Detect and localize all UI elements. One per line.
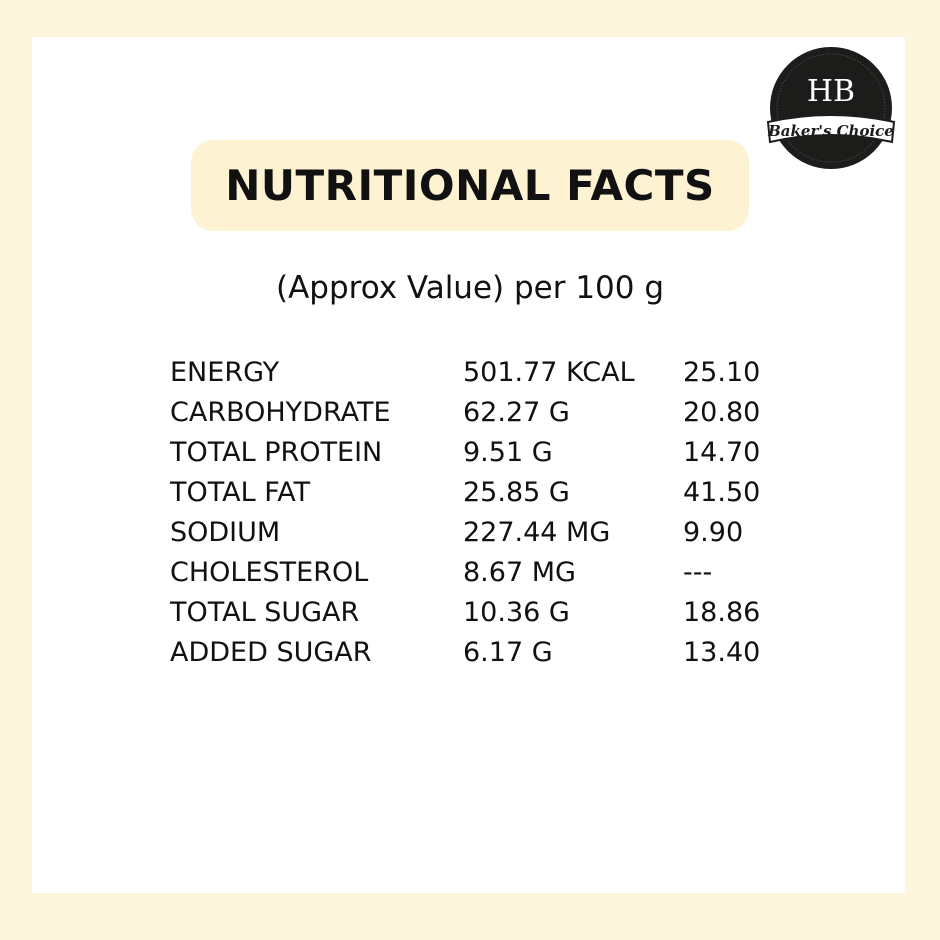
nutrient-percent: 41.50 — [683, 476, 761, 508]
nutrient-percent: 25.10 — [683, 356, 761, 388]
nutrient-name: CARBOHYDRATE — [170, 396, 391, 428]
nutrition-row: ENERGY 501.77 KCAL 25.10 — [170, 352, 760, 392]
nutrient-percent: --- — [683, 556, 713, 588]
nutrient-amount: 62.27 G — [463, 396, 570, 428]
brand-logo: HB Baker's Choice — [766, 47, 896, 169]
nutrient-amount: 9.51 G — [463, 436, 553, 468]
nutrition-row: SODIUM 227.44 MG 9.90 — [170, 512, 760, 552]
logo-circle — [770, 47, 892, 169]
nutrition-table: ENERGY 501.77 KCAL 25.10 CARBOHYDRATE 62.27 … — [170, 352, 760, 672]
nutrient-name: TOTAL SUGAR — [170, 596, 360, 628]
nutrient-name: SODIUM — [170, 516, 281, 548]
nutrient-name: ADDED SUGAR — [170, 636, 372, 668]
nutrient-amount: 6.17 G — [463, 636, 553, 668]
nutrition-row: TOTAL FAT 25.85 G 41.50 — [170, 472, 760, 512]
nutrient-name: TOTAL FAT — [170, 476, 311, 508]
nutrient-amount: 8.67 MG — [463, 556, 576, 588]
logo-ring — [776, 53, 886, 163]
title-pill: NUTRITIONAL FACTS — [191, 140, 749, 231]
nutrition-row: CHOLESTEROL 8.67 MG --- — [170, 552, 760, 592]
nutrition-row: CARBOHYDRATE 62.27 G 20.80 — [170, 392, 760, 432]
nutrition-row: TOTAL PROTEIN 9.51 G 14.70 — [170, 432, 760, 472]
nutrient-percent: 18.86 — [683, 596, 761, 628]
nutrition-row: ADDED SUGAR 6.17 G 13.40 — [170, 632, 760, 672]
nutrient-percent: 20.80 — [683, 396, 761, 428]
nutrient-name: TOTAL PROTEIN — [170, 436, 383, 468]
nutrient-percent: 13.40 — [683, 636, 761, 668]
nutrient-percent: 14.70 — [683, 436, 761, 468]
nutrient-amount: 501.77 KCAL — [463, 356, 635, 388]
nutrient-amount: 227.44 MG — [463, 516, 611, 548]
nutrient-amount: 10.36 G — [463, 596, 570, 628]
logo-banner — [766, 114, 896, 144]
nutrient-name: CHOLESTEROL — [170, 556, 369, 588]
logo-mark: HB — [807, 74, 855, 109]
nutrition-row: TOTAL SUGAR 10.36 G 18.86 — [170, 592, 760, 632]
nutrient-amount: 25.85 G — [463, 476, 570, 508]
logo-name: Baker's Choice — [767, 122, 894, 140]
nutrient-percent: 9.90 — [683, 516, 744, 548]
nutrient-name: ENERGY — [170, 356, 280, 388]
title: NUTRITIONAL FACTS — [225, 161, 715, 210]
subtitle: (Approx Value) per 100 g — [275, 270, 665, 306]
